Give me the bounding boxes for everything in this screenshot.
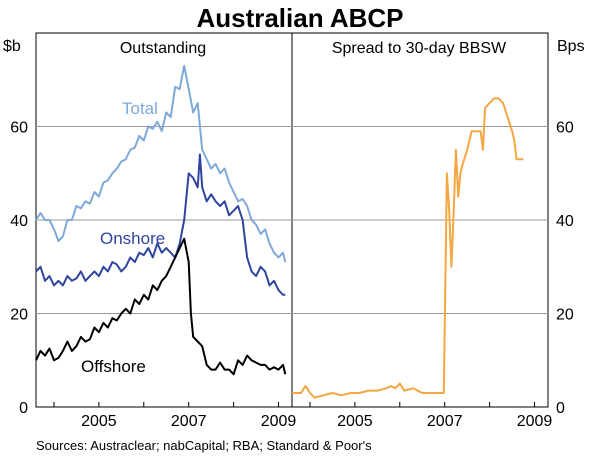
x-tick-0-2005: 2005 bbox=[81, 413, 117, 430]
tick-labels: 0 0 20 20 40 40 60 60 2005 2007 2009 2005 2007 2009 bbox=[10, 120, 574, 431]
x-tick-1-2007: 2007 bbox=[427, 413, 463, 430]
y-tick-right-0: 0 bbox=[556, 400, 565, 417]
y-tick-right-40: 40 bbox=[556, 213, 574, 230]
series-line-offshore bbox=[35, 237, 287, 376]
y-tick-left-20: 20 bbox=[10, 307, 28, 324]
source-note: Sources: Austraclear; nabCapital; RBA; S… bbox=[36, 438, 372, 453]
y-tick-right-60: 60 bbox=[556, 120, 574, 137]
series-label-offshore: Offshore bbox=[81, 357, 146, 376]
chart-title: Australian ABCP bbox=[196, 3, 403, 33]
panel-title-spread: Spread to 30-day BBSW bbox=[332, 40, 507, 57]
series-label-total: Total bbox=[122, 99, 158, 118]
panel-title-outstanding: Outstanding bbox=[120, 40, 206, 57]
series-label-onshore: Onshore bbox=[100, 229, 165, 248]
y-tick-right-20: 20 bbox=[556, 307, 574, 324]
y-tick-left-60: 60 bbox=[10, 120, 28, 137]
x-tick-1-2009: 2009 bbox=[517, 413, 553, 430]
left-axis-unit: $b bbox=[3, 38, 21, 55]
x-tick-0-2007: 2007 bbox=[171, 413, 207, 430]
x-tick-0-2009: 2009 bbox=[261, 413, 297, 430]
series-line-spread bbox=[292, 97, 524, 399]
series-line-onshore bbox=[35, 153, 286, 296]
series-lines bbox=[35, 64, 524, 399]
series-line-total bbox=[35, 64, 287, 263]
y-tick-left-0: 0 bbox=[19, 400, 28, 417]
x-tick-1-2005: 2005 bbox=[337, 413, 373, 430]
right-axis-unit: Bps bbox=[557, 38, 585, 55]
y-tick-left-40: 40 bbox=[10, 213, 28, 230]
